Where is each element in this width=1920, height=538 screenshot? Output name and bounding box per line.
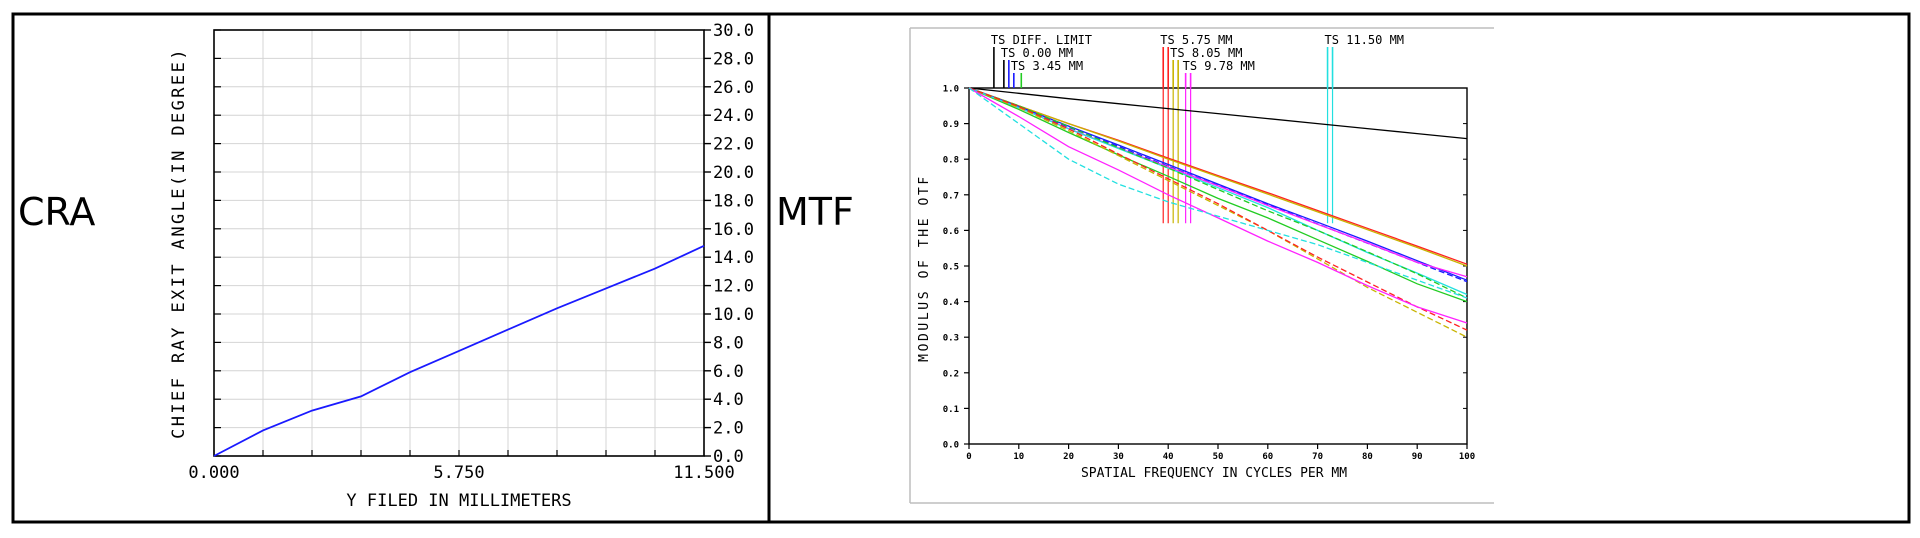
cra-y-tick-label: 28.0 xyxy=(713,49,754,69)
mtf-x-axis-label: SPATIAL FREQUENCY IN CYCLES PER MM xyxy=(1081,466,1347,481)
cra-chart: 0.0 2.0 4.0 6.0 8.0 10.0 12.0 14.0 16.0 18.0 20.0 2… xyxy=(169,21,754,511)
cra-x-axis-label: Y FILED IN MILLIMETERS xyxy=(346,491,571,511)
mtf-series-group xyxy=(968,87,1468,338)
mtf-x-tick-label: 70 xyxy=(1312,452,1323,462)
cra-y-tick-label: 18.0 xyxy=(713,191,754,211)
mtf-x-axis: 0 10 20 30 40 50 60 70 80 90 100 xyxy=(966,444,1475,462)
mtf-series-line xyxy=(968,87,1468,303)
mtf-series-line xyxy=(968,87,1468,296)
mtf-x-tick-label: 60 xyxy=(1262,452,1273,462)
cra-y-tick-label: 16.0 xyxy=(713,220,754,240)
mtf-y-tick-label: 0.0 xyxy=(943,441,959,451)
mtf-y-tick-label: 0.4 xyxy=(943,298,960,308)
cra-y-tick-label: 12.0 xyxy=(713,277,754,297)
mtf-x-tick-label: 100 xyxy=(1459,452,1475,462)
cra-y-tick-label: 6.0 xyxy=(713,362,744,382)
cra-y-axis-label: CHIEF RAY EXIT ANGLE(IN DEGREE) xyxy=(169,47,189,439)
mtf-y-tick-label: 1.0 xyxy=(943,85,959,95)
cra-y-tick-label: 2.0 xyxy=(713,419,744,439)
mtf-series-line xyxy=(968,87,1468,299)
mtf-series-line xyxy=(968,87,1468,267)
mtf-series-line xyxy=(968,87,1468,140)
cra-grid xyxy=(214,30,704,456)
mtf-y-axis: 0.0 0.1 0.2 0.3 0.4 0.5 0.6 0.7 0.8 0.9 1.0 xyxy=(943,85,1467,451)
mtf-series-line xyxy=(968,87,1468,324)
cra-y-tick-label: 14.0 xyxy=(713,248,754,268)
mtf-field-label: TS 11.50 MM xyxy=(1325,33,1404,47)
mtf-x-tick-label: 30 xyxy=(1113,452,1124,462)
cra-y-tick-label: 24.0 xyxy=(713,106,754,126)
cra-x-tick-label: 0.000 xyxy=(188,463,239,483)
mtf-field-label: TS 8.05 MM xyxy=(1170,46,1242,60)
cra-y-tick-label: 20.0 xyxy=(713,163,754,183)
cra-y-axis: 0.0 2.0 4.0 6.0 8.0 10.0 12.0 14.0 16.0 18.0 20.0 2… xyxy=(214,21,754,467)
mtf-x-tick-label: 10 xyxy=(1013,452,1024,462)
mtf-series-line xyxy=(968,87,1468,331)
mtf-field-label: TS 5.75 MM xyxy=(1160,33,1232,47)
cra-x-tick-label: 5.750 xyxy=(433,463,484,483)
mtf-series-line xyxy=(968,87,1468,338)
cra-panel-label: CRA xyxy=(18,190,95,234)
mtf-y-tick-label: 0.9 xyxy=(943,120,959,130)
mtf-x-tick-label: 40 xyxy=(1163,452,1174,462)
mtf-field-label: TS 9.78 MM xyxy=(1183,59,1255,73)
mtf-x-tick-label: 50 xyxy=(1213,452,1224,462)
cra-y-tick-label: 4.0 xyxy=(713,390,744,410)
mtf-y-tick-label: 0.1 xyxy=(943,405,959,415)
cra-x-axis: 0.000 5.750 11.500 xyxy=(188,450,735,483)
mtf-field-label: TS 0.00 MM xyxy=(1001,46,1073,60)
cra-y-tick-label: 30.0 xyxy=(713,21,754,41)
cra-y-tick-label: 22.0 xyxy=(713,135,754,155)
mtf-x-tick-label: 0 xyxy=(966,452,971,462)
cra-y-tick-label: 0.0 xyxy=(713,447,744,467)
mtf-y-tick-label: 0.5 xyxy=(943,263,959,273)
mtf-series-line xyxy=(968,87,1468,281)
mtf-y-axis-label: MODULUS OF THE OTF xyxy=(917,174,932,362)
cra-x-tick-label: 11.500 xyxy=(673,463,734,483)
cra-y-tick-label: 10.0 xyxy=(713,305,754,325)
cra-y-tick-label: 26.0 xyxy=(713,78,754,98)
figure-frame xyxy=(11,12,1911,524)
mtf-panel-label: MTF xyxy=(776,190,854,234)
cra-series-line xyxy=(213,244,705,457)
cra-series-group xyxy=(213,244,705,457)
cra-y-tick-label: 8.0 xyxy=(713,333,744,353)
mtf-x-tick-label: 90 xyxy=(1412,452,1423,462)
mtf-y-tick-label: 0.2 xyxy=(943,369,959,379)
mtf-field-label: TS 3.45 MM xyxy=(1011,59,1083,73)
mtf-chart: 0.0 0.1 0.2 0.3 0.4 0.5 0.6 0.7 0.8 0.9 1.0 0 10 20 3… xyxy=(909,27,1494,504)
mtf-x-tick-label: 20 xyxy=(1063,452,1074,462)
mtf-x-tick-label: 80 xyxy=(1362,452,1373,462)
mtf-y-tick-label: 0.7 xyxy=(943,191,959,201)
mtf-y-tick-label: 0.6 xyxy=(943,227,959,237)
mtf-y-tick-label: 0.8 xyxy=(943,156,959,166)
mtf-field-label: TS DIFF. LIMIT xyxy=(991,33,1092,47)
mtf-y-tick-label: 0.3 xyxy=(943,334,959,344)
